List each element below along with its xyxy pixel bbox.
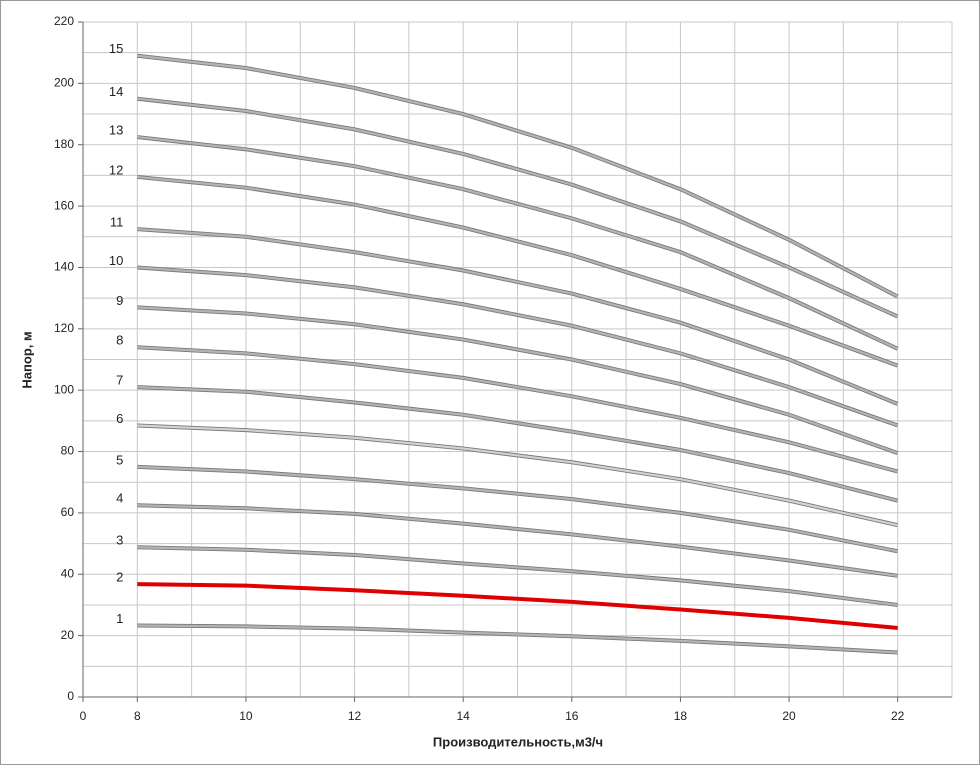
series-label: 9 (116, 293, 123, 308)
x-tick-label: 8 (134, 709, 141, 723)
series-label: 7 (116, 373, 123, 388)
series-label: 11 (110, 215, 124, 230)
line-series (137, 306, 899, 455)
series-label: 13 (109, 122, 123, 137)
series-label: 1 (116, 611, 123, 626)
y-tick-label: 0 (67, 689, 74, 703)
series-label: 2 (116, 570, 123, 585)
x-tick-label: 10 (239, 709, 253, 723)
y-tick-label: 140 (54, 260, 74, 274)
series-label: 6 (116, 411, 123, 426)
line-series (137, 386, 898, 502)
series-label: 4 (116, 491, 123, 506)
line-series (137, 266, 899, 427)
x-tick-label: 18 (674, 709, 688, 723)
line-series (137, 175, 899, 367)
line-series (137, 135, 899, 350)
x-axis-title: Производительность,м3/ч (433, 734, 603, 749)
x-tick-label: 0 (80, 709, 87, 723)
x-tick-label: 22 (891, 709, 905, 723)
y-tick-label: 200 (54, 76, 74, 90)
y-tick-label: 20 (61, 628, 75, 642)
x-tick-label: 20 (782, 709, 796, 723)
series-label: 12 (109, 162, 123, 177)
series-label: 10 (109, 253, 123, 268)
series-label: 14 (109, 84, 123, 99)
line-series (137, 424, 898, 527)
y-tick-label: 40 (61, 566, 75, 580)
y-tick-label: 60 (61, 505, 75, 519)
line-series (137, 228, 899, 406)
line-series (137, 346, 898, 473)
x-tick-label: 16 (565, 709, 579, 723)
line-series (137, 504, 898, 577)
y-tick-label: 220 (54, 14, 74, 28)
x-tick-label: 14 (457, 709, 471, 723)
line-series (137, 465, 898, 553)
series-label: 15 (109, 41, 123, 56)
y-axis-title: Напор, м (19, 331, 34, 388)
series-label: 3 (116, 533, 123, 548)
line-series (137, 546, 898, 607)
y-tick-label: 100 (54, 382, 74, 396)
line-series (137, 582, 898, 630)
y-tick-label: 80 (61, 444, 75, 458)
series-label: 5 (116, 452, 123, 467)
y-tick-label: 180 (54, 137, 74, 151)
line-series (137, 54, 899, 298)
series-label: 8 (116, 333, 123, 348)
y-tick-label: 160 (54, 198, 74, 212)
line-series (137, 97, 899, 318)
line-series (137, 624, 898, 654)
y-tick-label: 120 (54, 321, 74, 335)
x-tick-label: 12 (348, 709, 362, 723)
